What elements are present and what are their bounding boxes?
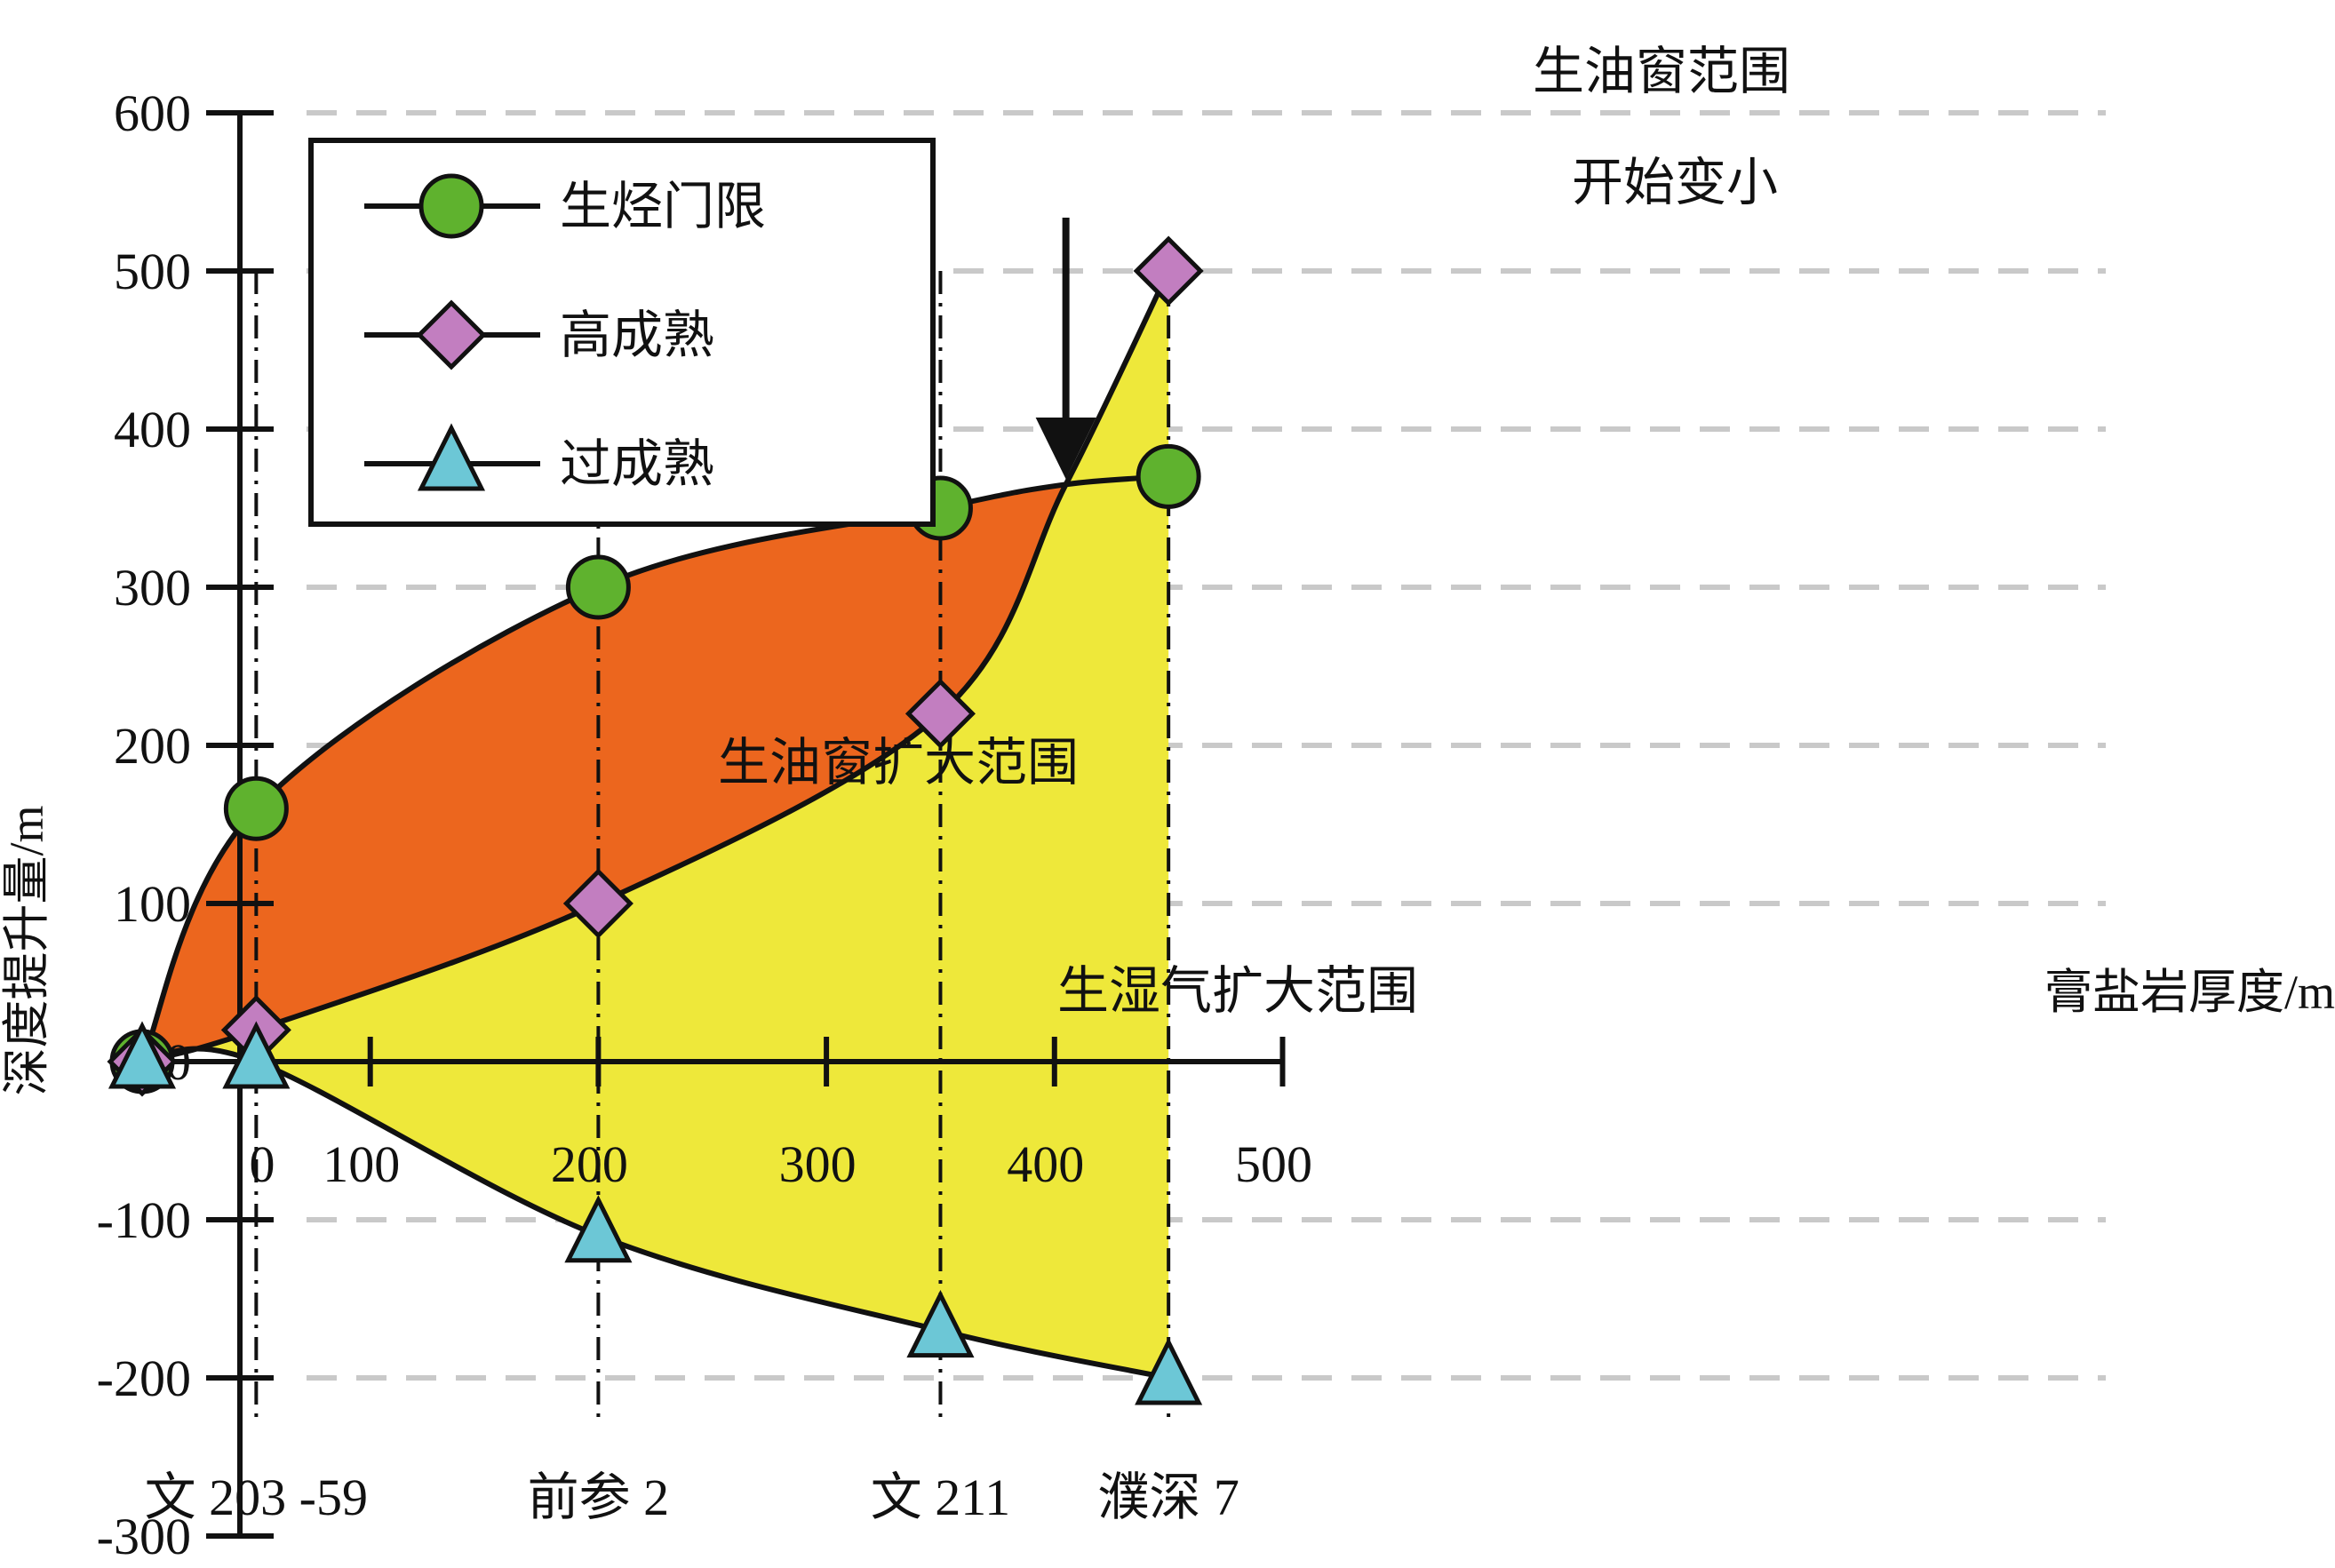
well-label: 濮深 7 <box>1097 1469 1239 1526</box>
chart-labels: 深度提升量/m 膏盐岩厚度/m 生油窗扩大范围 生湿气扩大范围 生油窗范围 开始… <box>0 43 2335 1096</box>
well-label: 前参 2 <box>528 1469 670 1526</box>
region-label-wet-gas: 生湿气扩大范围 <box>1057 962 1418 1020</box>
well-label: 文 203 -59 <box>145 1469 368 1526</box>
marker-circle <box>565 554 631 620</box>
marker-triangle <box>564 1195 633 1263</box>
legend-marker-triangle <box>417 423 486 491</box>
marker-triangle <box>906 1290 975 1358</box>
marker-triangle <box>1135 1337 1203 1405</box>
x-tick-label: 400 <box>1007 1135 1084 1193</box>
y-tick-label: -200 <box>97 1349 191 1407</box>
marker-diamond <box>905 678 976 749</box>
marker-circle <box>1136 443 1201 509</box>
x-tick-label: 0 <box>250 1135 275 1193</box>
well-drop-lines: 文 203 -59 前参 2 文 211 濮深 7 <box>145 271 1239 1526</box>
annotation-line1: 生油窗范围 <box>1533 43 1790 100</box>
x-axis-label: 膏盐岩厚度/m <box>2044 966 2335 1019</box>
marker-circle <box>223 776 289 841</box>
x-tick-label: 500 <box>1235 1135 1312 1193</box>
y-tick-label: 200 <box>114 717 191 775</box>
oil-window-region <box>142 484 1066 1062</box>
legend-label: 生烃门限 <box>560 178 766 235</box>
annotation-arrow-head <box>1035 418 1096 480</box>
marker-triangle <box>222 1021 291 1089</box>
region-fills <box>142 271 1169 1378</box>
y-axis-label: 深度提升量/m <box>0 805 53 1095</box>
legend-label: 过成熟 <box>560 435 714 493</box>
marker-triangle <box>108 1021 177 1089</box>
y-tick-label: -100 <box>97 1191 191 1249</box>
well-label: 文 211 <box>871 1469 1010 1526</box>
y-tick-label: 600 <box>114 84 191 142</box>
x-tick-label: 100 <box>323 1135 400 1193</box>
legend-marker-circle <box>418 173 484 239</box>
y-tick-label: 400 <box>114 401 191 458</box>
marker-diamond <box>1133 235 1204 306</box>
annotation-line2: 开始变小 <box>1572 154 1778 211</box>
legend-marker-diamond <box>416 299 487 370</box>
wet-gas-region <box>142 271 1169 1378</box>
x-tick-label: 300 <box>779 1135 857 1193</box>
y-tick-label: -300 <box>97 1508 191 1565</box>
legend-label: 高成熟 <box>560 306 714 364</box>
region-label-oil-window: 生油窗扩大范围 <box>718 734 1079 792</box>
marker-diamond <box>562 868 634 939</box>
y-tick-label: 500 <box>114 243 191 300</box>
y-tick-label: 100 <box>114 875 191 933</box>
y-tick-label: 300 <box>114 559 191 617</box>
x-tick-label: 200 <box>551 1135 628 1193</box>
